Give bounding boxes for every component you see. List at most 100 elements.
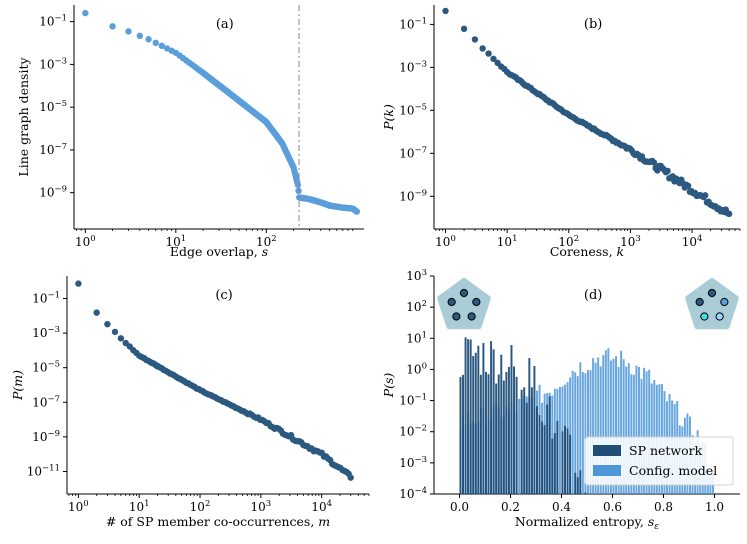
y-tick-label: 10−3	[32, 325, 60, 340]
histogram-bar	[622, 359, 625, 494]
histogram-bar	[485, 371, 487, 494]
x-tick-label: 104	[682, 234, 703, 249]
panel-c: 100 101 102 103 104 10−1 10−3 10−5 10−7 10−9 10−11…	[10, 276, 370, 529]
histogram-bar	[643, 367, 646, 494]
histogram-bar	[546, 404, 549, 494]
histogram-bar	[459, 376, 462, 494]
y-tick-label: 101	[406, 330, 427, 345]
data-point	[664, 167, 671, 175]
histogram-bar	[482, 342, 485, 494]
histogram-bar	[571, 370, 574, 494]
data-point	[75, 280, 82, 287]
motif-node	[715, 312, 724, 321]
legend-swatch	[593, 445, 621, 456]
x-tick-label: 100	[435, 234, 456, 249]
histogram-bar	[574, 372, 577, 494]
histogram-bar	[472, 355, 475, 494]
x-tick-label: 101	[497, 234, 518, 249]
y-tick-label: 10−7	[399, 145, 427, 160]
histogram-bar	[638, 366, 640, 494]
y-tick-label: 102	[406, 299, 427, 314]
data-point	[111, 328, 119, 336]
panel-label: (a)	[216, 17, 234, 32]
panel-label: (b)	[584, 17, 602, 32]
y-tick-label: 10−11	[27, 463, 60, 478]
data-point	[93, 309, 100, 316]
legend: SP network Config. model	[584, 436, 734, 486]
y-axis-label: Line graph density	[16, 57, 31, 177]
y-tick-label: 10−5	[32, 360, 60, 375]
y-axis-label: P(m)	[10, 370, 25, 401]
x-axis-label: Edge overlap, s	[170, 244, 268, 259]
y-tick-label: 10−1	[39, 14, 67, 29]
histogram-bar	[533, 365, 536, 494]
histogram-bar	[479, 374, 482, 494]
x-tick-label: 101	[165, 234, 186, 249]
histogram-bar	[564, 425, 566, 494]
histogram-bar	[505, 371, 508, 494]
histogram-bar	[566, 428, 569, 494]
histogram-bar	[602, 355, 605, 494]
motif-node	[452, 312, 461, 321]
histogram-bar	[579, 470, 582, 494]
data-point	[82, 9, 89, 17]
histogram-bar	[576, 376, 579, 494]
histogram-bar	[462, 374, 464, 494]
histogram-bar	[627, 363, 630, 494]
histogram-bar	[615, 356, 617, 494]
data-point	[117, 335, 125, 342]
x-tick-label: 104	[311, 499, 332, 514]
x-tick-label: 0.2	[501, 500, 520, 514]
histogram-bar	[469, 339, 472, 494]
data-point	[684, 182, 692, 190]
histogram-bar	[530, 387, 533, 494]
x-tick-label: 102	[558, 234, 579, 249]
y-tick-label: 10−1	[399, 393, 427, 408]
legend-swatch	[593, 465, 621, 476]
histogram-bar	[477, 345, 480, 494]
motif-node	[707, 288, 717, 298]
data-point	[490, 55, 497, 63]
scatter-points	[75, 280, 354, 481]
data-point	[125, 28, 132, 35]
histogram-bar	[553, 433, 556, 494]
y-tick-label: 10−9	[39, 185, 67, 200]
histogram-bar	[523, 387, 526, 494]
x-tick-label: 101	[129, 499, 150, 514]
y-tick-label: 100	[406, 361, 427, 376]
histogram-bar	[487, 374, 490, 494]
data-point	[295, 187, 302, 195]
y-tick-label: 10−7	[32, 394, 60, 409]
data-point	[104, 320, 111, 328]
histogram-bar	[500, 354, 503, 494]
histogram-bar	[612, 358, 615, 494]
histogram-bar	[541, 421, 544, 494]
scatter-points	[82, 9, 361, 215]
data-point	[702, 192, 709, 199]
histogram-bar	[648, 369, 651, 494]
motif-node	[459, 288, 469, 298]
data-point	[471, 36, 479, 43]
x-tick-label: 0.8	[654, 500, 673, 514]
histogram-bar	[620, 350, 623, 494]
data-point	[158, 42, 165, 50]
histogram-bar	[558, 387, 561, 494]
histogram-bar	[632, 374, 635, 494]
data-point	[152, 39, 159, 47]
panel-a: 100 101 102 10−1 10−3 10−5 10−7 10−9 Edge overla…	[16, 5, 364, 259]
histogram-bar	[625, 366, 628, 494]
y-tick-label: 10−5	[399, 102, 427, 117]
histogram-bar	[597, 357, 600, 494]
x-tick-label: 103	[250, 499, 271, 514]
histogram-bar	[617, 367, 620, 494]
data-point	[353, 208, 361, 215]
data-point	[725, 210, 733, 218]
panel-label: (d)	[584, 288, 602, 303]
y-tick-label: 10−3	[399, 59, 427, 74]
y-tick-label: 10−7	[39, 142, 67, 157]
data-point	[650, 159, 658, 166]
histogram-bar	[513, 366, 515, 494]
data-point	[485, 50, 492, 57]
y-axis-label: P(k)	[381, 104, 396, 131]
